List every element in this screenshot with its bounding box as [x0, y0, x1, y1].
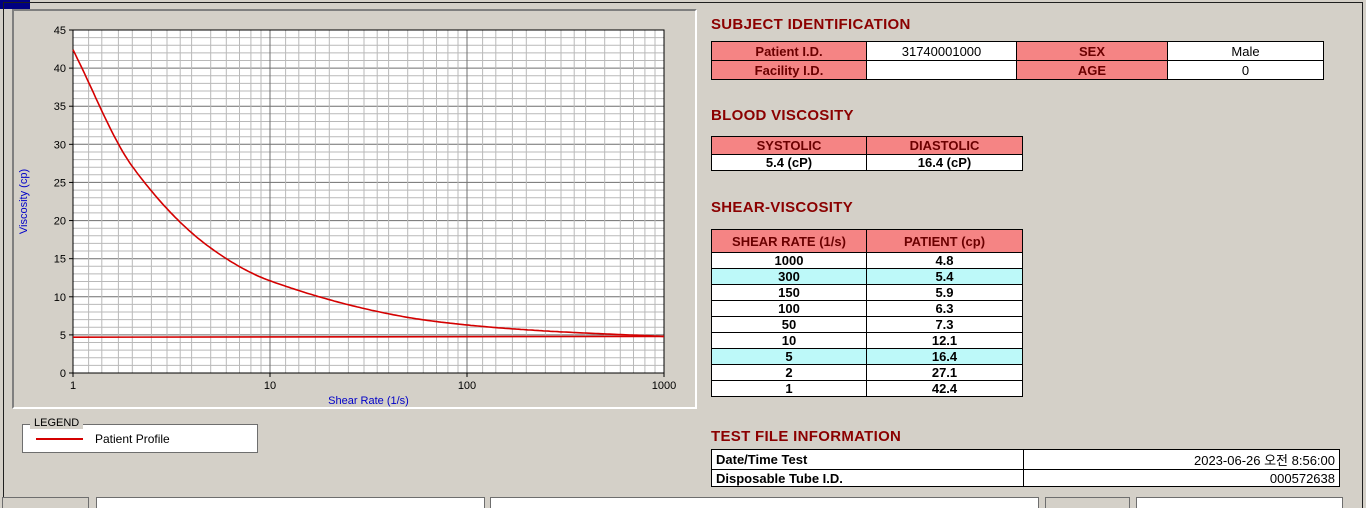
systolic-header: SYSTOLIC [711, 136, 867, 155]
shear-row: 10 12.1 [711, 332, 1023, 349]
diastolic-header: DIASTOLIC [866, 136, 1023, 155]
sex-value: Male [1167, 41, 1324, 61]
patient-cp-cell: 4.8 [866, 252, 1023, 269]
blood-viscosity-heading: BLOOD VISCOSITY [711, 107, 854, 124]
shear-rate-header: SHEAR RATE (1/s) [711, 229, 867, 253]
subject-identification-table: Patient I.D. 31740001000 SEX Male Facili… [711, 41, 1324, 80]
viscosity-chart: 0 5 10 15 20 25 30 35 40 45 1 10 100 1000 Shear Rate (… [14, 11, 695, 407]
legend-box: LEGEND Patient Profile [22, 417, 258, 453]
svg-text:10: 10 [264, 380, 276, 392]
systolic-value: 5.4 (cP) [711, 154, 867, 171]
patient-cp-cell: 16.4 [866, 348, 1023, 365]
date-time-test-label: Date/Time Test [711, 449, 1024, 470]
sex-label: SEX [1016, 41, 1168, 61]
shear-rate-cell: 100 [711, 300, 867, 317]
facility-id-label: Facility I.D. [711, 60, 867, 80]
shear-row: 100 6.3 [711, 300, 1023, 317]
svg-text:15: 15 [54, 254, 66, 266]
shear-rate-cell: 150 [711, 284, 867, 301]
svg-text:1000: 1000 [652, 380, 676, 392]
svg-text:Shear Rate (1/s): Shear Rate (1/s) [328, 395, 409, 407]
patient-cp-cell: 12.1 [866, 332, 1023, 349]
patient-cp-header: PATIENT (cp) [866, 229, 1023, 253]
shear-rate-cell: 2 [711, 364, 867, 381]
shear-row: 2 27.1 [711, 364, 1023, 381]
svg-text:35: 35 [54, 101, 66, 113]
svg-text:30: 30 [54, 139, 66, 151]
table-row: 5.4 (cP) 16.4 (cP) [711, 154, 1023, 171]
table-header-row: SYSTOLIC DIASTOLIC [711, 136, 1023, 155]
shear-rate-cell: 1000 [711, 252, 867, 269]
legend-title: LEGEND [30, 417, 84, 429]
svg-text:100: 100 [458, 380, 476, 392]
facility-id-value [866, 60, 1017, 80]
blood-viscosity-table: SYSTOLIC DIASTOLIC 5.4 (cP) 16.4 (cP) [711, 136, 1023, 171]
patient-cp-cell: 5.9 [866, 284, 1023, 301]
subject-identification-heading: SUBJECT IDENTIFICATION [711, 16, 911, 33]
shear-viscosity-table: SHEAR RATE (1/s) PATIENT (cp) 1000 4.8 3… [711, 229, 1023, 397]
bottom-field-2[interactable] [490, 497, 1039, 508]
table-row: Facility I.D. AGE 0 [711, 60, 1324, 80]
test-file-information-heading: TEST FILE INFORMATION [711, 428, 902, 445]
table-row: Date/Time Test 2023-06-26 오전 8:56:00 [711, 449, 1340, 470]
shear-rate-cell: 10 [711, 332, 867, 349]
age-label: AGE [1016, 60, 1168, 80]
shear-row: 5 16.4 [711, 348, 1023, 365]
diastolic-value: 16.4 (cP) [866, 154, 1023, 171]
shear-row: 1000 4.8 [711, 252, 1023, 269]
shear-row: 1 42.4 [711, 380, 1023, 397]
patient-id-label: Patient I.D. [711, 41, 867, 61]
shear-viscosity-heading: SHEAR-VISCOSITY [711, 199, 854, 216]
legend-line-swatch [36, 438, 83, 440]
shear-row: 150 5.9 [711, 284, 1023, 301]
patient-id-value: 31740001000 [866, 41, 1017, 61]
titlebar-fragment [0, 0, 30, 9]
svg-text:5: 5 [60, 330, 66, 342]
svg-text:20: 20 [54, 216, 66, 228]
shear-row: 300 5.4 [711, 268, 1023, 285]
patient-cp-cell: 7.3 [866, 316, 1023, 333]
age-value: 0 [1167, 60, 1324, 80]
disposable-tube-id-label: Disposable Tube I.D. [711, 469, 1024, 487]
svg-text:45: 45 [54, 25, 66, 37]
chart-panel: 0 5 10 15 20 25 30 35 40 45 1 10 100 1000 Shear Rate (… [12, 9, 697, 409]
svg-text:0: 0 [60, 368, 66, 380]
svg-text:Viscosity (cp): Viscosity (cp) [18, 169, 30, 234]
shear-row: 50 7.3 [711, 316, 1023, 333]
disposable-tube-id-value: 000572638 [1023, 469, 1340, 487]
table-header-row: SHEAR RATE (1/s) PATIENT (cp) [711, 229, 1023, 253]
bottom-panel-left[interactable] [2, 497, 89, 508]
test-file-information-table: Date/Time Test 2023-06-26 오전 8:56:00 Dis… [711, 449, 1340, 487]
shear-rate-cell: 300 [711, 268, 867, 285]
table-row: Patient I.D. 31740001000 SEX Male [711, 41, 1324, 61]
bottom-field-1[interactable] [96, 497, 485, 508]
bottom-field-3[interactable] [1136, 497, 1343, 508]
shear-rate-cell: 5 [711, 348, 867, 365]
patient-cp-cell: 27.1 [866, 364, 1023, 381]
shear-rate-cell: 50 [711, 316, 867, 333]
legend-entry-label: Patient Profile [95, 432, 170, 446]
date-time-test-value: 2023-06-26 오전 8:56:00 [1023, 449, 1340, 470]
patient-cp-cell: 6.3 [866, 300, 1023, 317]
shear-rate-cell: 1 [711, 380, 867, 397]
patient-cp-cell: 5.4 [866, 268, 1023, 285]
patient-cp-cell: 42.4 [866, 380, 1023, 397]
svg-text:1: 1 [70, 380, 76, 392]
svg-text:40: 40 [54, 63, 66, 75]
bottom-panel-right[interactable] [1045, 497, 1130, 508]
svg-text:10: 10 [54, 292, 66, 304]
table-row: Disposable Tube I.D. 000572638 [711, 469, 1340, 487]
svg-text:25: 25 [54, 177, 66, 189]
